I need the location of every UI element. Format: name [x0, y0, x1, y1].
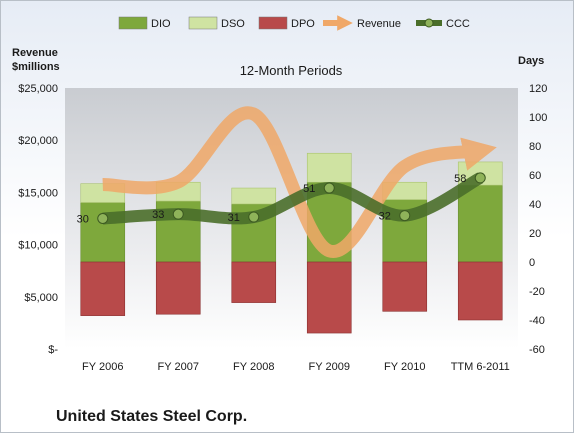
x-tick-label: FY 2008 [233, 361, 274, 373]
left-tick-label: $20,000 [18, 135, 58, 147]
dpo-bar [382, 261, 428, 312]
dpo-bar [457, 261, 503, 321]
legend-label-dso: DSO [221, 18, 245, 30]
right-tick-label: 40 [529, 199, 541, 211]
x-axis: FY 2006 FY 2007 FY 2008 FY 2009 FY 2010 TTM 6… [82, 361, 510, 373]
right-tick-label: 80 [529, 141, 541, 153]
dpo-bar [155, 261, 201, 315]
right-tick-label: 0 [529, 257, 535, 269]
dio-bar [457, 184, 503, 263]
legend-swatch-dpo [258, 16, 288, 30]
legend: DIO DSO DPO Revenue CCC [118, 15, 470, 31]
ccc-data-label: 51 [303, 183, 315, 195]
ccc-point [323, 182, 335, 194]
legend-swatch-dio [118, 16, 148, 30]
ccc-data-label: 30 [77, 214, 89, 226]
ccc-data-label: 33 [152, 209, 164, 221]
left-axis-label-line1: Revenue [12, 47, 58, 59]
right-tick-label: 60 [529, 170, 541, 182]
left-axis: $- $5,000 $10,000 $15,000 $20,000 $25,000 [18, 83, 58, 356]
left-tick-label: $25,000 [18, 83, 58, 95]
chart-title: 12-Month Periods [240, 63, 343, 78]
ccc-point [248, 211, 260, 223]
left-axis-label-line2: $millions [12, 61, 60, 73]
dso-bar [231, 187, 277, 205]
ccc-point [399, 210, 411, 222]
ccc-data-label: 31 [228, 212, 240, 224]
ccc-point [97, 213, 109, 224]
ccc-data-label: 32 [379, 211, 391, 223]
x-tick-label: FY 2006 [82, 361, 123, 373]
legend-label-revenue: Revenue [357, 18, 401, 30]
right-tick-label: 20 [529, 228, 541, 240]
dpo-bar [80, 261, 126, 316]
dpo-bar [306, 261, 352, 334]
legend-label-dpo: DPO [291, 18, 315, 30]
dso-bar [306, 152, 352, 183]
x-tick-label: TTM 6-2011 [451, 361, 510, 373]
x-tick-label: FY 2007 [158, 361, 199, 373]
left-tick-label: $10,000 [18, 240, 58, 252]
left-tick-label: $5,000 [24, 292, 58, 304]
x-tick-label: FY 2010 [384, 361, 425, 373]
legend-marker-ccc [424, 18, 434, 28]
left-tick-label: $- [48, 344, 58, 356]
x-tick-label: FY 2009 [309, 361, 350, 373]
legend-label-dio: DIO [151, 18, 171, 30]
ccc-point [474, 172, 486, 184]
legend-label-ccc: CCC [446, 18, 470, 30]
ccc-data-label: 58 [454, 173, 466, 185]
dpo-bar [231, 261, 277, 303]
revenue-layer [102, 106, 497, 258]
left-tick-label: $15,000 [18, 187, 58, 199]
right-tick-label: -60 [529, 344, 545, 356]
right-tick-label: -40 [529, 315, 545, 327]
right-tick-label: 100 [529, 112, 547, 124]
right-tick-label: 120 [529, 83, 547, 95]
right-axis: -60 -40 -20 0 20 40 60 80 100 120 [529, 83, 547, 356]
legend-swatch-dso [188, 16, 218, 30]
company-name: United States Steel Corp. [56, 408, 247, 425]
ccc-layer: 30 33 31 51 32 58 [77, 172, 486, 226]
right-axis-label: Days [518, 55, 544, 67]
ccc-point [172, 208, 184, 220]
right-tick-label: -20 [529, 286, 545, 298]
revenue-line [102, 106, 497, 258]
bars-group [80, 152, 503, 334]
